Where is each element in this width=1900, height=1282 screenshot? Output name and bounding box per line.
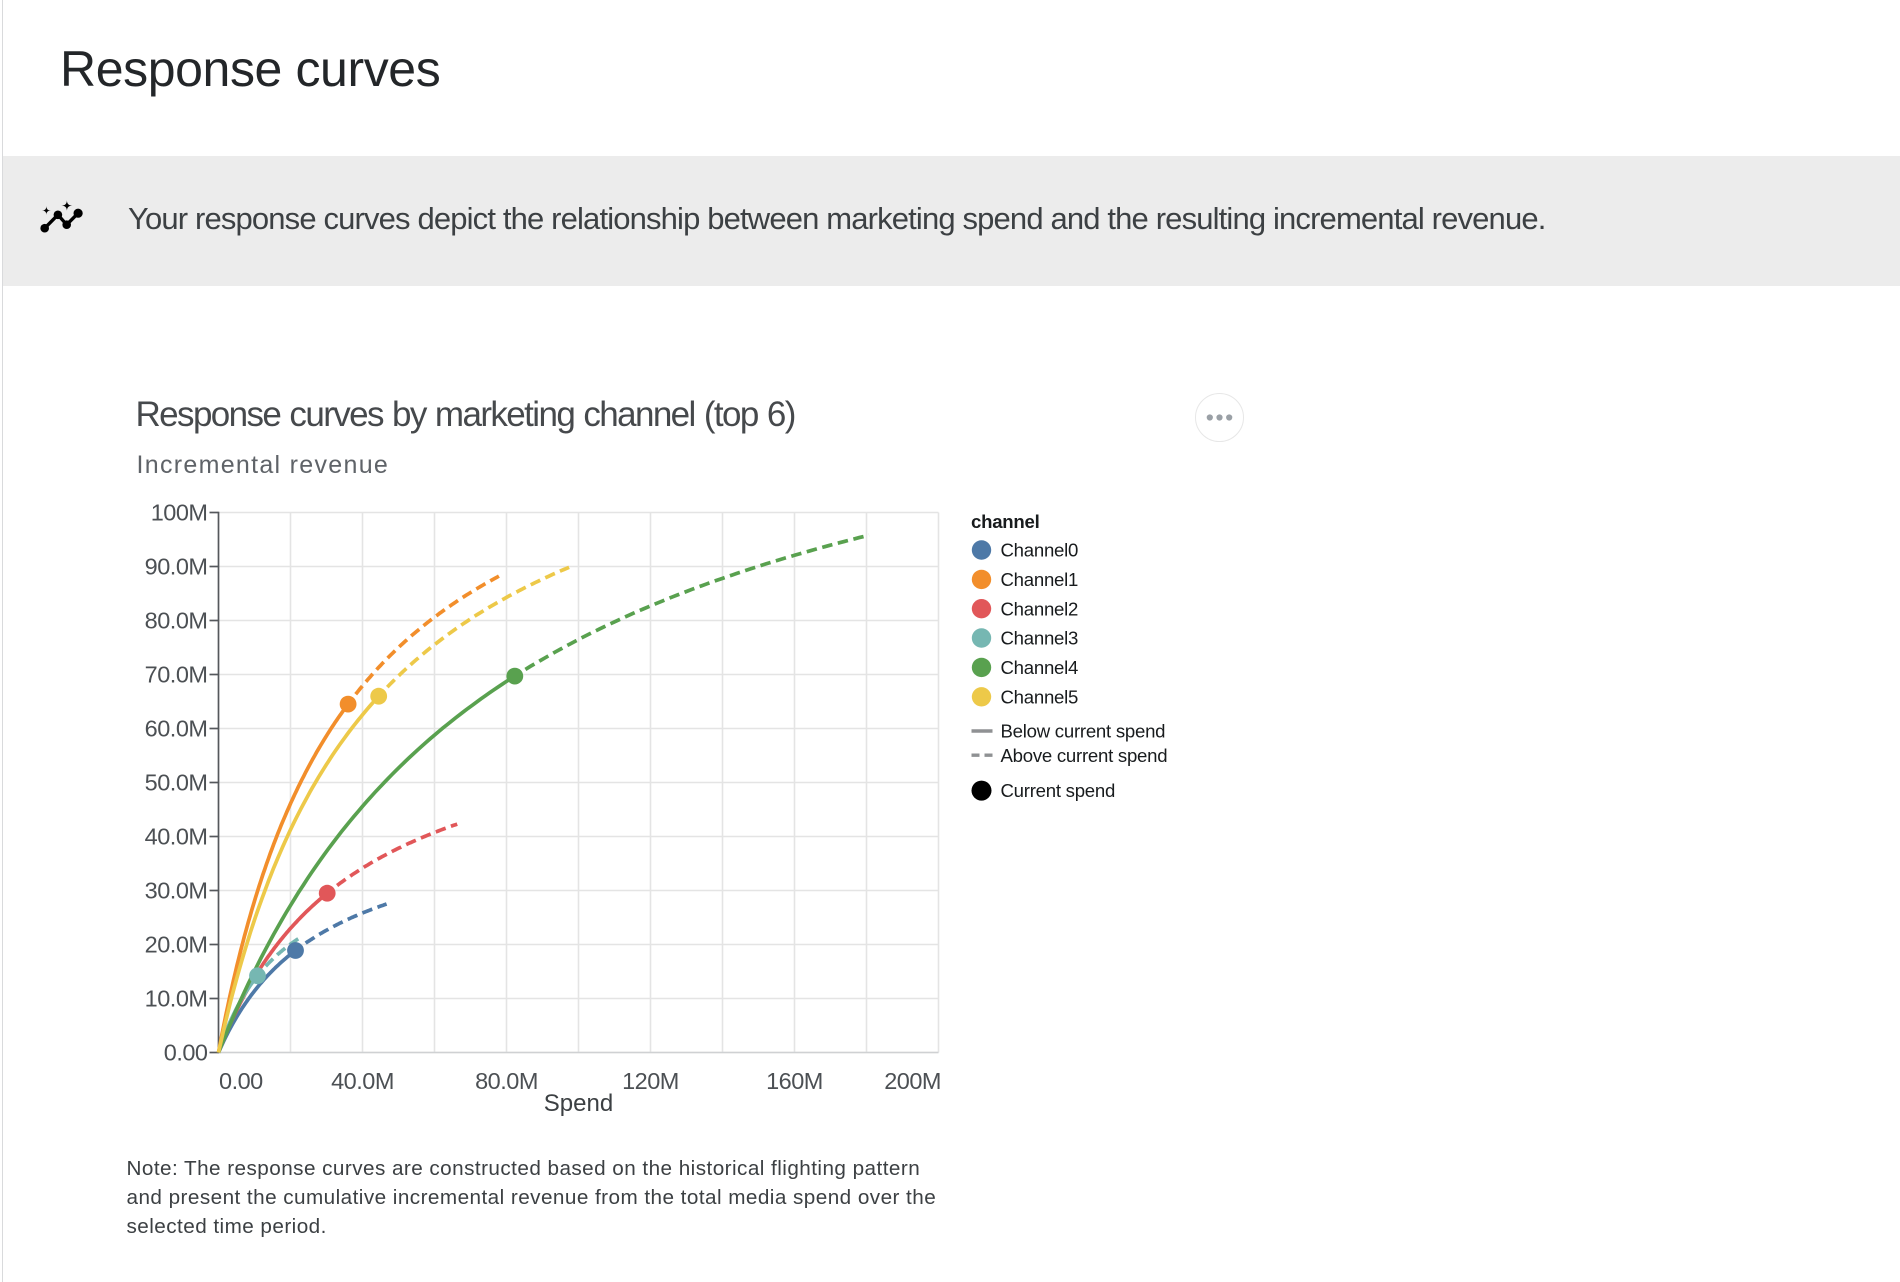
svg-text:Channel1: Channel1: [1001, 569, 1079, 590]
svg-text:Channel5: Channel5: [1001, 686, 1079, 707]
svg-text:Channel3: Channel3: [1001, 628, 1079, 649]
svg-text:10.0M: 10.0M: [145, 986, 208, 1012]
svg-text:70.0M: 70.0M: [145, 662, 208, 688]
svg-text:Channel0: Channel0: [1001, 540, 1079, 561]
svg-text:40.0M: 40.0M: [145, 824, 208, 850]
svg-text:Current spend: Current spend: [1001, 780, 1116, 801]
svg-text:80.0M: 80.0M: [145, 608, 208, 634]
svg-text:80.0M: 80.0M: [475, 1068, 538, 1094]
svg-text:120M: 120M: [622, 1068, 679, 1094]
svg-text:channel: channel: [971, 511, 1040, 532]
svg-text:Channel2: Channel2: [1001, 598, 1079, 619]
svg-text:30.0M: 30.0M: [145, 878, 208, 904]
svg-text:Above current spend: Above current spend: [1001, 745, 1168, 766]
svg-text:100M: 100M: [151, 500, 208, 526]
svg-text:60.0M: 60.0M: [145, 716, 208, 742]
svg-text:0.00: 0.00: [219, 1068, 263, 1094]
svg-text:160M: 160M: [766, 1068, 823, 1094]
svg-text:0.00: 0.00: [164, 1040, 208, 1066]
svg-text:40.0M: 40.0M: [331, 1068, 394, 1094]
svg-text:Channel4: Channel4: [1001, 657, 1079, 678]
svg-text:200M: 200M: [884, 1068, 941, 1094]
svg-text:Spend: Spend: [544, 1090, 613, 1117]
svg-text:Below current spend: Below current spend: [1001, 721, 1166, 742]
svg-text:20.0M: 20.0M: [145, 932, 208, 958]
svg-text:50.0M: 50.0M: [145, 770, 208, 796]
svg-text:90.0M: 90.0M: [145, 554, 208, 580]
